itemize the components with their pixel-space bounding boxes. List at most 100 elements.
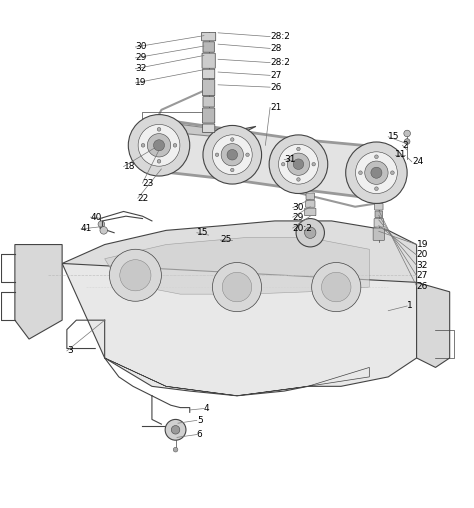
Polygon shape (62, 264, 417, 396)
Text: 2: 2 (402, 141, 408, 150)
Circle shape (147, 134, 171, 157)
Circle shape (173, 143, 177, 147)
Text: 28: 28 (270, 44, 282, 53)
FancyBboxPatch shape (306, 201, 315, 207)
Text: 19: 19 (136, 78, 147, 87)
Circle shape (359, 171, 362, 175)
Circle shape (173, 448, 178, 452)
Circle shape (212, 135, 252, 175)
FancyBboxPatch shape (202, 53, 215, 68)
FancyBboxPatch shape (373, 228, 384, 240)
Text: 29: 29 (136, 53, 147, 62)
Polygon shape (159, 119, 376, 199)
Circle shape (293, 159, 304, 170)
Text: 19: 19 (417, 240, 428, 249)
Circle shape (154, 140, 164, 151)
Circle shape (297, 178, 300, 181)
Circle shape (222, 272, 252, 302)
FancyBboxPatch shape (202, 124, 215, 133)
Text: 23: 23 (143, 179, 154, 187)
Text: 4: 4 (204, 404, 210, 413)
FancyBboxPatch shape (203, 97, 214, 107)
Circle shape (282, 163, 285, 166)
Text: 18: 18 (124, 162, 135, 171)
Circle shape (109, 249, 161, 301)
Circle shape (230, 168, 234, 172)
Circle shape (305, 227, 316, 238)
FancyBboxPatch shape (374, 218, 383, 227)
Circle shape (371, 167, 382, 178)
Text: 28:2: 28:2 (270, 32, 290, 41)
FancyBboxPatch shape (374, 195, 383, 203)
Text: 41: 41 (81, 225, 92, 234)
Text: 15: 15 (197, 228, 209, 237)
Text: 28:2: 28:2 (270, 58, 290, 67)
Text: 20:2: 20:2 (293, 224, 313, 233)
Circle shape (296, 218, 324, 247)
Circle shape (246, 153, 249, 156)
Text: 32: 32 (136, 64, 147, 73)
Text: 40: 40 (91, 213, 102, 221)
Circle shape (98, 221, 105, 228)
Text: 32: 32 (417, 261, 428, 270)
Circle shape (230, 138, 234, 141)
Circle shape (287, 153, 310, 175)
Circle shape (391, 171, 394, 175)
FancyBboxPatch shape (374, 203, 383, 210)
Text: 26: 26 (270, 83, 282, 91)
Circle shape (346, 142, 407, 203)
Circle shape (203, 125, 262, 184)
Polygon shape (105, 237, 369, 294)
Text: 15: 15 (388, 132, 400, 141)
FancyBboxPatch shape (306, 193, 315, 200)
Circle shape (227, 149, 237, 160)
Circle shape (404, 130, 410, 137)
Text: 27: 27 (417, 271, 428, 280)
Circle shape (269, 135, 328, 194)
Text: 20: 20 (417, 250, 428, 260)
FancyBboxPatch shape (201, 33, 216, 41)
Polygon shape (62, 221, 417, 306)
Circle shape (165, 420, 186, 440)
FancyBboxPatch shape (202, 80, 215, 96)
Text: 3: 3 (67, 346, 73, 356)
Circle shape (221, 144, 244, 166)
Text: 31: 31 (284, 155, 296, 164)
Text: 27: 27 (270, 71, 282, 80)
Circle shape (404, 139, 410, 144)
Circle shape (157, 160, 161, 163)
Text: 1: 1 (407, 301, 413, 310)
Circle shape (141, 143, 145, 147)
Circle shape (321, 272, 351, 302)
Text: 30: 30 (293, 203, 304, 212)
Polygon shape (143, 119, 256, 138)
Polygon shape (15, 244, 62, 339)
Circle shape (374, 187, 378, 190)
Circle shape (100, 227, 108, 234)
Text: 11: 11 (395, 150, 407, 159)
Circle shape (312, 163, 315, 166)
Text: 25: 25 (220, 235, 232, 244)
Circle shape (171, 426, 180, 434)
Text: 22: 22 (138, 194, 149, 203)
Circle shape (356, 152, 397, 194)
Circle shape (215, 153, 219, 156)
Text: 5: 5 (197, 416, 202, 425)
Circle shape (138, 124, 180, 166)
Circle shape (157, 128, 161, 131)
Text: 21: 21 (270, 103, 282, 112)
Circle shape (297, 147, 300, 151)
Text: 30: 30 (136, 43, 147, 51)
Circle shape (212, 263, 262, 312)
Text: 29: 29 (293, 213, 304, 221)
Circle shape (374, 155, 378, 158)
Text: 24: 24 (412, 157, 423, 166)
Circle shape (312, 263, 361, 312)
Circle shape (128, 115, 190, 176)
Circle shape (120, 260, 151, 291)
Polygon shape (417, 282, 450, 367)
Circle shape (279, 144, 319, 184)
Circle shape (365, 161, 388, 184)
FancyBboxPatch shape (305, 208, 316, 216)
Text: 6: 6 (197, 430, 202, 439)
